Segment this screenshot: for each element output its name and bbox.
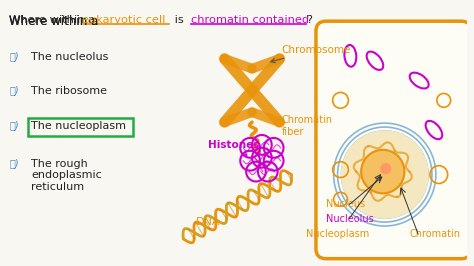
Text: Chromatin: Chromatin xyxy=(410,229,460,239)
Text: The rough
endoplasmic
reticulum: The rough endoplasmic reticulum xyxy=(31,159,101,192)
Text: Histones: Histones xyxy=(208,140,259,155)
Circle shape xyxy=(381,164,391,174)
Text: Where within a: Where within a xyxy=(9,15,102,28)
Text: Chromosome: Chromosome xyxy=(271,45,351,63)
Text: ?: ? xyxy=(306,15,312,25)
Text: ꝺ): ꝺ) xyxy=(9,120,19,130)
Text: Nucleolus: Nucleolus xyxy=(326,214,374,224)
Text: Where within a: Where within a xyxy=(9,15,99,25)
Text: is: is xyxy=(172,15,188,25)
Text: DNA: DNA xyxy=(196,217,220,227)
Text: The nucleolus: The nucleolus xyxy=(31,52,108,62)
Text: Chromatin
fiber: Chromatin fiber xyxy=(282,115,333,137)
Text: chromatin contained: chromatin contained xyxy=(191,15,309,25)
FancyBboxPatch shape xyxy=(316,21,471,259)
Text: The ribosome: The ribosome xyxy=(31,86,107,97)
Text: Nucleoplasm: Nucleoplasm xyxy=(306,229,369,239)
Text: Where within a: Where within a xyxy=(9,15,102,28)
Text: eukaryotic cell: eukaryotic cell xyxy=(82,15,165,25)
Text: Nucleus: Nucleus xyxy=(326,199,365,209)
Text: The nucleoplasm: The nucleoplasm xyxy=(31,121,126,131)
Circle shape xyxy=(341,131,428,218)
Text: ꝺ): ꝺ) xyxy=(9,158,19,168)
Text: ꝺ): ꝺ) xyxy=(9,51,19,61)
Text: ꝺ): ꝺ) xyxy=(9,85,19,95)
Circle shape xyxy=(361,150,404,193)
